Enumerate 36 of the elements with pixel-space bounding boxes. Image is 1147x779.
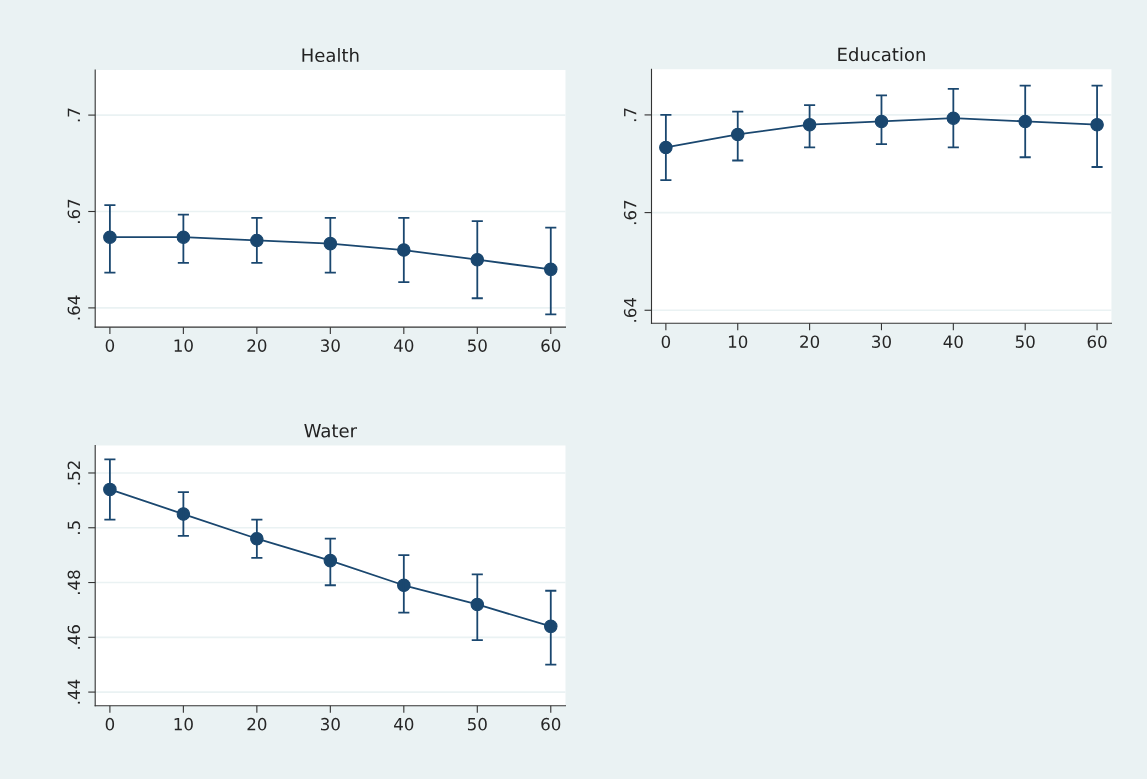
x-tick-label: 10 (174, 339, 193, 352)
x-tick-label: 20 (247, 339, 267, 352)
x-tick-label: 0 (105, 717, 115, 731)
x-tick-label: 10 (728, 335, 748, 348)
y-tick-label: .52 (67, 461, 81, 485)
x-tick-label: 20 (800, 335, 820, 348)
x-tick-label: 0 (661, 335, 671, 348)
y-tick-label: .67 (67, 199, 81, 223)
y-tick-label: .67 (623, 200, 637, 225)
x-tick-label: 0 (105, 339, 115, 352)
x-tick-label: 30 (321, 717, 340, 731)
chart-title: Health (302, 48, 359, 63)
x-tick-label: 30 (872, 335, 891, 348)
x-tick-label: 10 (174, 717, 193, 731)
x-tick-label: 60 (541, 717, 561, 731)
y-tick-label: .7 (624, 108, 637, 122)
x-tick-label: 50 (467, 339, 487, 352)
x-tick-label: 60 (1087, 335, 1107, 348)
x-tick-label: 50 (467, 717, 487, 731)
y-tick-label: .46 (67, 625, 81, 649)
x-tick-label: 60 (541, 339, 561, 352)
y-tick-label: .7 (67, 108, 80, 122)
y-tick-label: .44 (67, 679, 80, 704)
point (874, 114, 889, 129)
y-tick-label: .5 (67, 521, 81, 534)
y-tick-label: .48 (67, 570, 81, 594)
chart-title: Water (304, 424, 358, 438)
x-tick-label: 30 (321, 339, 340, 352)
x-tick-label: 40 (394, 717, 414, 731)
chart-title: Education (838, 47, 925, 62)
y-tick-label: .64 (623, 297, 637, 322)
y-tick-label: .64 (67, 295, 81, 320)
x-tick-label: 40 (943, 335, 963, 348)
x-tick-label: 50 (1015, 335, 1035, 348)
x-tick-label: 40 (394, 339, 414, 352)
x-tick-label: 20 (247, 717, 267, 731)
